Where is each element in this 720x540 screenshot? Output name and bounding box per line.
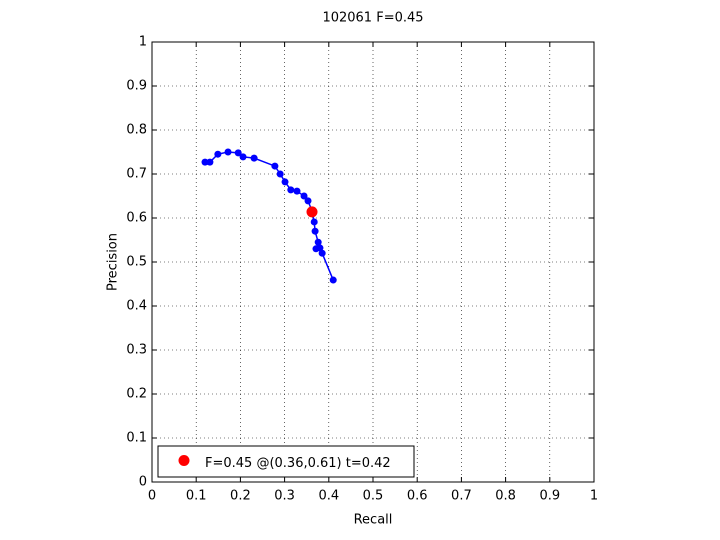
y-tick-label: 0: [139, 475, 147, 490]
x-tick-label: 0.3: [274, 489, 295, 504]
point: [224, 148, 232, 156]
point: [281, 178, 289, 186]
point: [239, 153, 247, 161]
legend-marker: [178, 455, 190, 466]
chart-title: 102061 F=0.45: [322, 11, 423, 26]
x-tick-label: 0.8: [495, 489, 516, 504]
point: [300, 192, 308, 200]
x-tick-label: 0.4: [318, 489, 339, 504]
point: [293, 187, 301, 195]
point: [310, 218, 318, 226]
point: [214, 150, 222, 158]
y-tick-label: 0.7: [126, 167, 147, 182]
point: [314, 238, 322, 246]
y-tick-label: 0.8: [126, 123, 147, 138]
y-tick-label: 0.6: [126, 211, 147, 226]
point: [287, 186, 295, 194]
x-tick-label: 0.5: [363, 489, 384, 504]
y-tick-label: 0.2: [126, 387, 147, 402]
point: [306, 206, 318, 218]
point: [206, 158, 214, 166]
point: [250, 154, 258, 162]
x-tick-label: 0.9: [539, 489, 560, 504]
x-tick-label: 1: [590, 489, 598, 504]
legend-box: [157, 445, 415, 478]
y-tick-label: 0.9: [126, 79, 147, 94]
point: [316, 244, 324, 252]
point: [311, 227, 319, 235]
plot-frame: [151, 41, 595, 483]
point: [329, 276, 337, 284]
point: [234, 149, 242, 157]
point: [318, 249, 326, 257]
x-axis-label: Recall: [354, 513, 393, 528]
point: [304, 197, 312, 205]
point: [271, 162, 279, 170]
x-tick-label: 0: [148, 489, 156, 504]
legend-label: F=0.45 @(0.36,0.61) t=0.42: [205, 456, 391, 471]
y-tick-label: 1: [139, 35, 147, 50]
y-tick-label: 0.4: [126, 299, 147, 314]
y-tick-label: 0.1: [126, 431, 147, 446]
x-tick-label: 0.2: [230, 489, 251, 504]
x-tick-label: 0.7: [451, 489, 472, 504]
y-tick-label: 0.5: [126, 255, 147, 270]
point: [276, 170, 284, 178]
x-tick-label: 0.1: [186, 489, 207, 504]
point: [201, 158, 209, 166]
y-tick-label: 0.3: [126, 343, 147, 358]
x-tick-label: 0.6: [407, 489, 428, 504]
y-axis-label: Precision: [106, 233, 121, 291]
